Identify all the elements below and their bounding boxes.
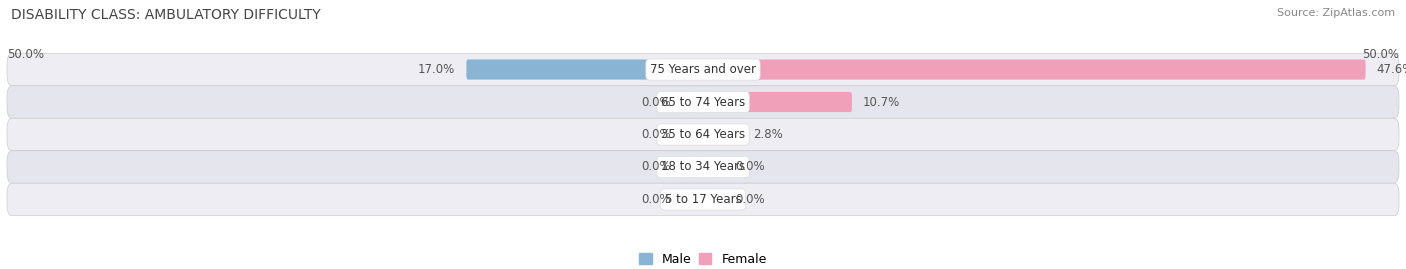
Text: 10.7%: 10.7%: [863, 95, 900, 108]
Text: 0.0%: 0.0%: [641, 128, 671, 141]
FancyBboxPatch shape: [682, 92, 703, 112]
FancyBboxPatch shape: [7, 183, 1399, 216]
FancyBboxPatch shape: [703, 92, 852, 112]
Text: 75 Years and over: 75 Years and over: [650, 63, 756, 76]
FancyBboxPatch shape: [703, 59, 1365, 80]
Text: 0.0%: 0.0%: [641, 193, 671, 206]
Text: Source: ZipAtlas.com: Source: ZipAtlas.com: [1277, 8, 1395, 18]
FancyBboxPatch shape: [7, 118, 1399, 151]
FancyBboxPatch shape: [682, 189, 703, 210]
Text: 5 to 17 Years: 5 to 17 Years: [665, 193, 741, 206]
Text: 0.0%: 0.0%: [641, 161, 671, 174]
Text: 0.0%: 0.0%: [641, 95, 671, 108]
Text: 0.0%: 0.0%: [735, 193, 765, 206]
FancyBboxPatch shape: [703, 189, 724, 210]
Legend: Male, Female: Male, Female: [640, 253, 766, 266]
FancyBboxPatch shape: [703, 157, 724, 177]
Text: 65 to 74 Years: 65 to 74 Years: [661, 95, 745, 108]
Text: 50.0%: 50.0%: [7, 48, 44, 61]
FancyBboxPatch shape: [7, 53, 1399, 86]
Text: 18 to 34 Years: 18 to 34 Years: [661, 161, 745, 174]
FancyBboxPatch shape: [703, 125, 742, 144]
Text: 17.0%: 17.0%: [418, 63, 456, 76]
FancyBboxPatch shape: [7, 86, 1399, 118]
Text: DISABILITY CLASS: AMBULATORY DIFFICULTY: DISABILITY CLASS: AMBULATORY DIFFICULTY: [11, 8, 321, 22]
FancyBboxPatch shape: [682, 125, 703, 144]
FancyBboxPatch shape: [7, 151, 1399, 183]
Text: 0.0%: 0.0%: [735, 161, 765, 174]
Text: 2.8%: 2.8%: [754, 128, 783, 141]
FancyBboxPatch shape: [682, 157, 703, 177]
Text: 47.6%: 47.6%: [1376, 63, 1406, 76]
Text: 50.0%: 50.0%: [1362, 48, 1399, 61]
Text: 35 to 64 Years: 35 to 64 Years: [661, 128, 745, 141]
FancyBboxPatch shape: [467, 59, 703, 80]
